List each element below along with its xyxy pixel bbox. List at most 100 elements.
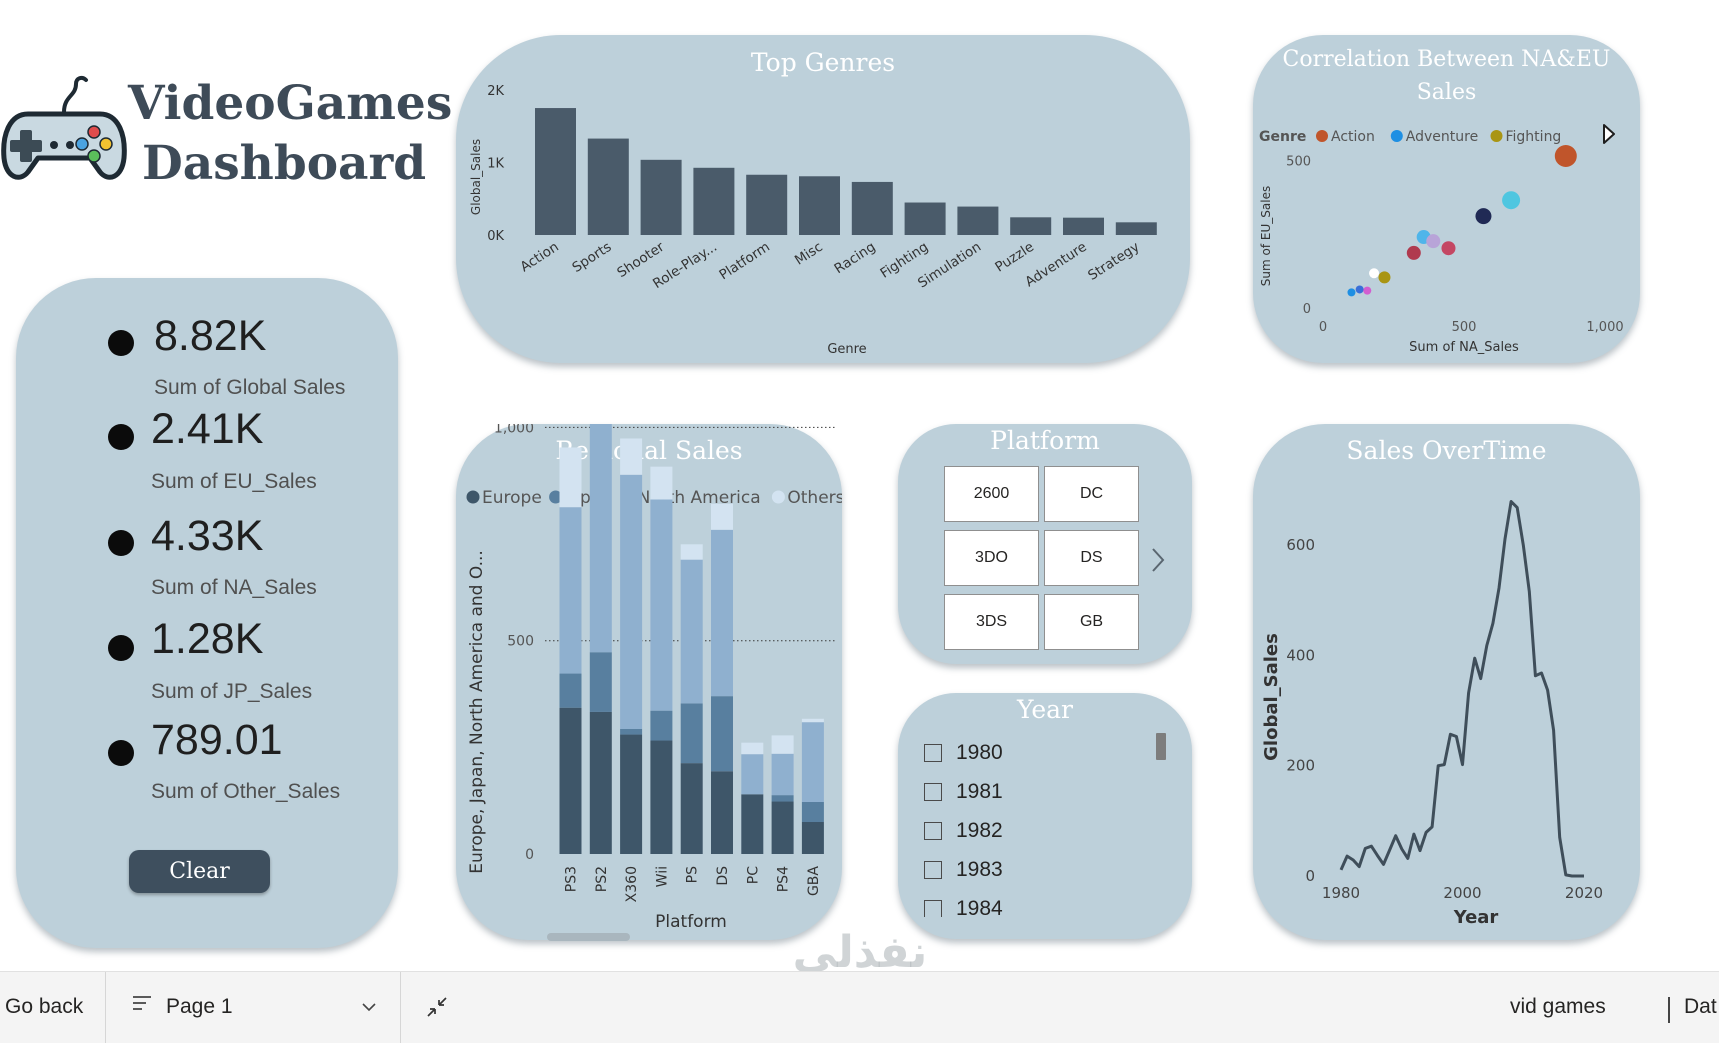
bar-strategy [1115,222,1157,235]
year-item-clip: 1984 [898,893,1192,917]
x-axis-title: Year [1453,907,1499,928]
kpi-other-sales-label: Sum of Other_Sales [151,780,341,803]
platform-tile-3ds[interactable]: 3DS [944,594,1039,650]
checkbox-icon[interactable] [924,900,942,917]
bar-segment-europe [771,801,794,854]
x-tick-label: Misc [792,239,826,269]
platform-tile-3do[interactable]: 3DO [944,530,1039,586]
y-tick-label: 500 [507,634,534,650]
legend-marker [1316,130,1328,142]
data-menu-partial[interactable]: Dat [1684,995,1717,1018]
platform-tile-gb[interactable]: GB [1044,594,1139,650]
bar-segment-others [620,438,643,475]
x-tick-label: X360 [624,866,640,902]
go-back-button[interactable]: Go back [5,995,84,1018]
kpi-na-sales-label: Sum of NA_Sales [151,576,317,599]
bar-sports [587,138,629,235]
legend-next-icon[interactable] [1601,123,1617,145]
correlation-title: Correlation Between NA&EU Sales [1282,47,1611,105]
platform-tile-ds[interactable]: DS [1044,530,1139,586]
bar-segment-japan [620,729,643,735]
y-tick-label: 200 [1286,757,1315,775]
x-tick-label: DS [715,866,731,886]
x-tick-label: PS2 [594,866,610,892]
y-tick-label: 500 [1286,155,1311,170]
platform-tile-dc[interactable]: DC [1044,466,1139,522]
bar-segment-north-america [711,529,733,697]
sales-line-series [1339,500,1584,878]
bar-simulation [957,206,999,235]
x-tick-label: Racing [831,239,878,277]
bar-puzzle [1010,217,1052,235]
bar-misc [799,176,840,235]
regional-sales-chart: Europe Japan North America Others05001,000P… [466,424,842,932]
scatter-point [1502,191,1521,210]
collapse-icon[interactable] [426,996,448,1018]
sales-over-time-chart: 0 200 400 600 1980 2000 2020 Year Global_Sales [1261,500,1603,928]
bar-segment-japan [589,652,612,712]
y-axis-title: Sum of EU_Sales [1259,186,1273,286]
checkbox-icon[interactable] [924,861,942,879]
platform-tile-2600[interactable]: 2600 [944,466,1039,522]
kpi-jp-sales-value: 1.28K [151,615,264,663]
legend-marker [771,490,785,504]
x-axis-title: Platform [655,912,727,932]
y-tick-label: 0 [525,847,534,863]
year-item-1983[interactable]: 1983 [924,855,1003,885]
kpi-global-sales-label: Sum of Global Sales [154,376,346,399]
bar-segment-others [559,447,582,508]
sales-over-time-title: Sales OverTime [1346,436,1547,465]
x-tick-label: Action [518,239,562,275]
checkbox-icon[interactable] [924,822,942,840]
checkbox-icon[interactable] [924,783,942,801]
scatter-point [1347,288,1356,297]
bar-segment-others [650,466,673,500]
kpi-eu-sales-label: Sum of EU_Sales [151,470,317,493]
kpi-bullet-icon [108,530,134,556]
bar-segment-others [680,544,703,560]
kpi-bullet-icon [108,424,134,450]
bar-racing [851,181,893,235]
year-item-1980[interactable]: 1980 [924,738,1003,768]
y-tick-label: 0 [1303,302,1311,317]
year-item-1984[interactable]: 1984 [924,894,1003,917]
divider [400,972,401,1043]
bar-segment-others [771,735,794,754]
scatter-point [1369,268,1380,279]
checkbox-icon[interactable] [924,744,942,762]
horizontal-scrollbar[interactable] [547,933,630,941]
chevron-down-icon [362,1003,376,1012]
clear-button[interactable]: Clear [129,850,270,893]
x-tick-label: 1980 [1322,884,1360,902]
year-item-1981[interactable]: 1981 [924,777,1003,807]
x-tick-label: PC [745,866,761,884]
year-item-1982[interactable]: 1982 [924,816,1003,846]
top-genres-title: Top Genres [750,48,896,77]
kpi-bullet-icon [108,635,134,661]
bar-segment-japan [559,673,582,708]
kpi-card: 8.82K Sum of Global Sales 2.41K Sum of E… [16,278,398,948]
menu-lines-icon [133,996,151,1010]
x-tick-label: 500 [1452,320,1477,335]
platform-slicer-card: Platform 2600 DC 3DO DS 3DS GB [898,424,1192,664]
scatter-point [1426,234,1441,249]
x-tick-label: 0 [1319,320,1327,335]
bar-roleplay [693,167,735,235]
page-selector[interactable]: Page 1 [130,986,380,1030]
kpi-jp-sales-label: Sum of JP_Sales [151,680,313,703]
bottom-navigation-bar: Go back Page 1 vid games Dat [0,971,1719,1043]
x-tick-label: PS3 [564,866,580,892]
dashboard-title-line2: Dashboard [142,136,427,191]
legend-marker [1490,130,1503,142]
dataset-name: vid games [1510,995,1606,1018]
bar-segment-north-america [741,754,764,795]
dashboard-title-line1: VideoGames [128,76,453,131]
vertical-scrollbar[interactable] [1156,733,1166,760]
chevron-right-icon[interactable] [1150,547,1166,573]
bar-segment-north-america [620,474,643,730]
y-axis-title: Global_Sales [469,139,483,215]
kpi-na-sales-value: 4.33K [151,512,264,560]
scatter-point [1441,241,1456,256]
y-tick-label: 1K [487,157,504,172]
scatter-point [1554,145,1577,168]
